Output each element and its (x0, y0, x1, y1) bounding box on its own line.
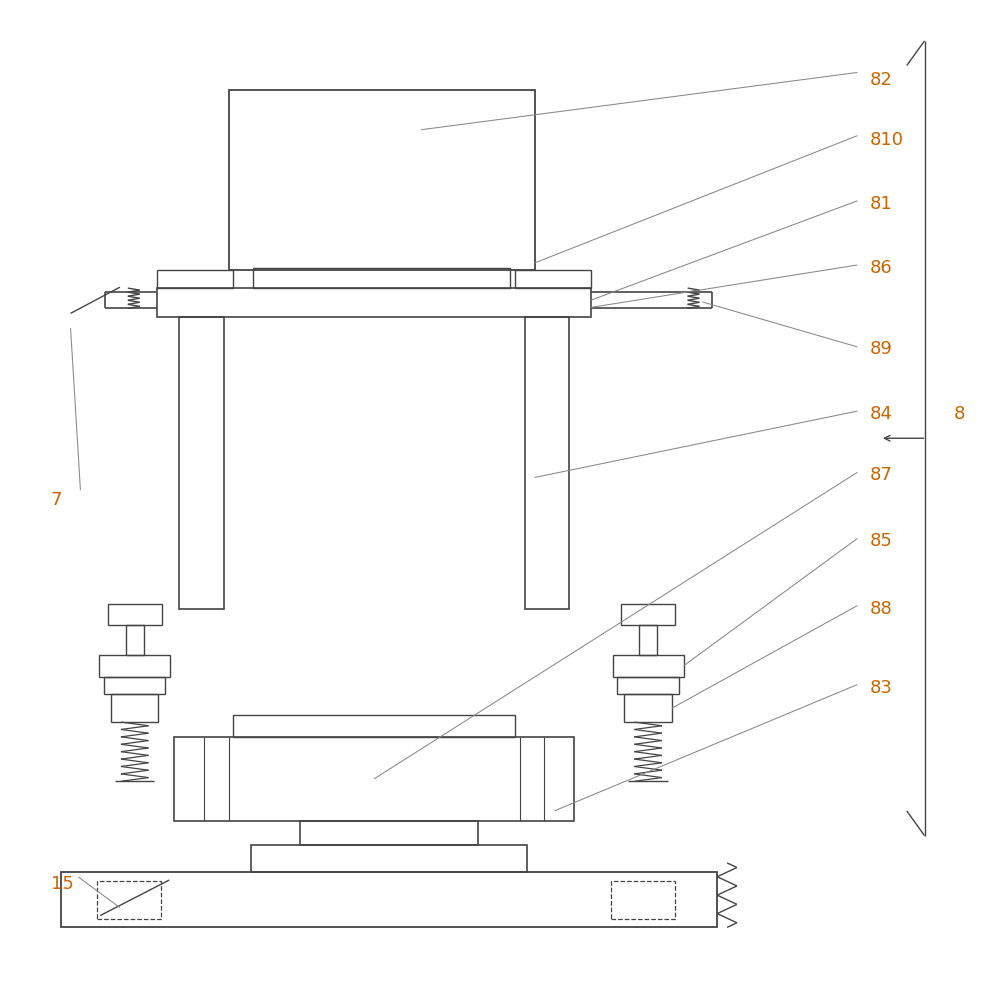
Text: 810: 810 (870, 131, 904, 148)
Bar (617, 676, 679, 694)
Bar (111, 694, 158, 722)
Bar (61, 872, 717, 928)
Text: 7: 7 (51, 491, 62, 509)
Text: 8: 8 (954, 405, 965, 423)
Text: 88: 88 (870, 600, 893, 618)
Bar (613, 655, 684, 676)
Text: 83: 83 (870, 678, 893, 697)
Bar (157, 288, 591, 318)
Bar (233, 715, 515, 737)
Bar (97, 881, 161, 919)
Text: 86: 86 (870, 259, 893, 277)
Bar (157, 270, 233, 288)
Bar (104, 676, 165, 694)
Bar (621, 604, 675, 626)
Bar (525, 318, 569, 609)
Bar (251, 845, 527, 872)
Bar (611, 881, 675, 919)
Text: 85: 85 (870, 533, 893, 550)
Text: 81: 81 (870, 195, 893, 213)
Text: 89: 89 (870, 340, 893, 358)
Bar (639, 626, 657, 655)
Bar (624, 694, 672, 722)
Bar (300, 821, 478, 845)
Bar (515, 270, 591, 288)
Bar (126, 626, 144, 655)
Bar (229, 90, 535, 270)
Text: 87: 87 (870, 466, 893, 484)
Text: 82: 82 (870, 71, 893, 89)
Bar (108, 604, 162, 626)
Text: 84: 84 (870, 405, 893, 423)
Bar (253, 268, 510, 288)
Bar (179, 318, 224, 609)
Bar (174, 737, 574, 821)
Bar (99, 655, 170, 676)
Text: 15: 15 (51, 875, 74, 893)
